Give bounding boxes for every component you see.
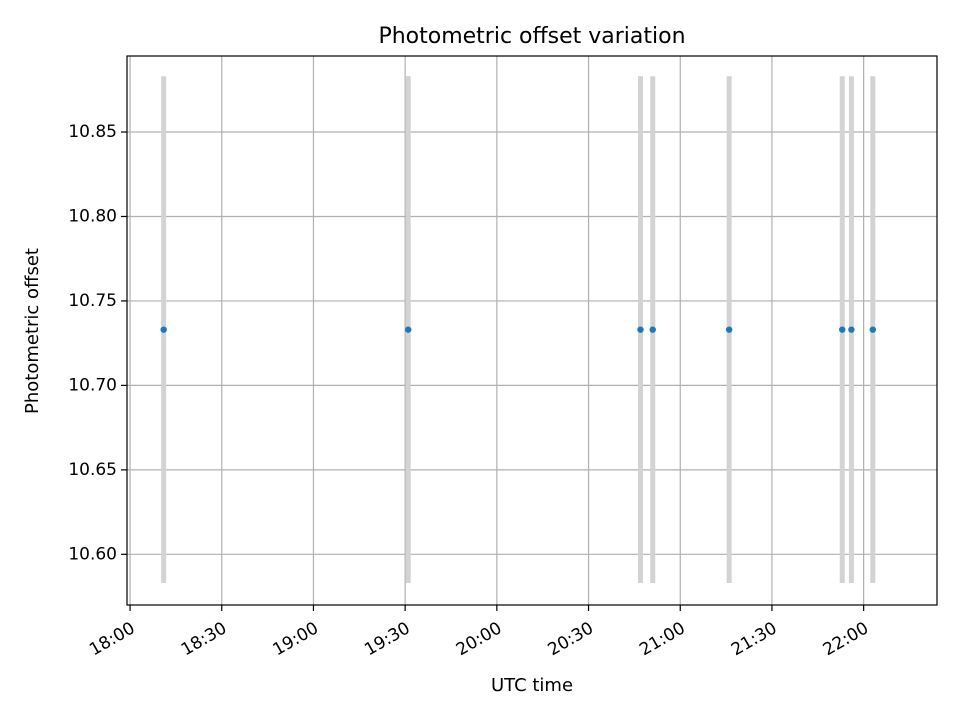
data-point — [160, 326, 167, 333]
y-tick-label: 10.75 — [68, 291, 117, 311]
data-point — [637, 326, 644, 333]
data-point — [405, 326, 412, 333]
x-axis-label: UTC time — [491, 675, 573, 696]
data-point — [848, 326, 855, 333]
plot-frame — [126, 55, 938, 606]
data-point — [869, 326, 877, 333]
data-point — [725, 326, 733, 333]
y-tick-label: 10.70 — [68, 375, 117, 395]
y-tick-label: 10.65 — [68, 460, 117, 480]
data-points — [160, 326, 877, 333]
y-tick-label: 10.85 — [68, 122, 117, 142]
chart-title: Photometric offset variation — [378, 24, 685, 49]
grid — [127, 56, 937, 605]
y-axis-ticks: 10.60 10.65 10.70 10.75 10.80 10.85 — [68, 122, 127, 564]
data-point — [839, 326, 846, 333]
y-axis-label: Photometric offset — [22, 248, 43, 414]
y-tick-label: 10.60 — [68, 544, 117, 564]
y-tick-label: 10.80 — [68, 206, 117, 226]
data-point — [649, 326, 656, 333]
